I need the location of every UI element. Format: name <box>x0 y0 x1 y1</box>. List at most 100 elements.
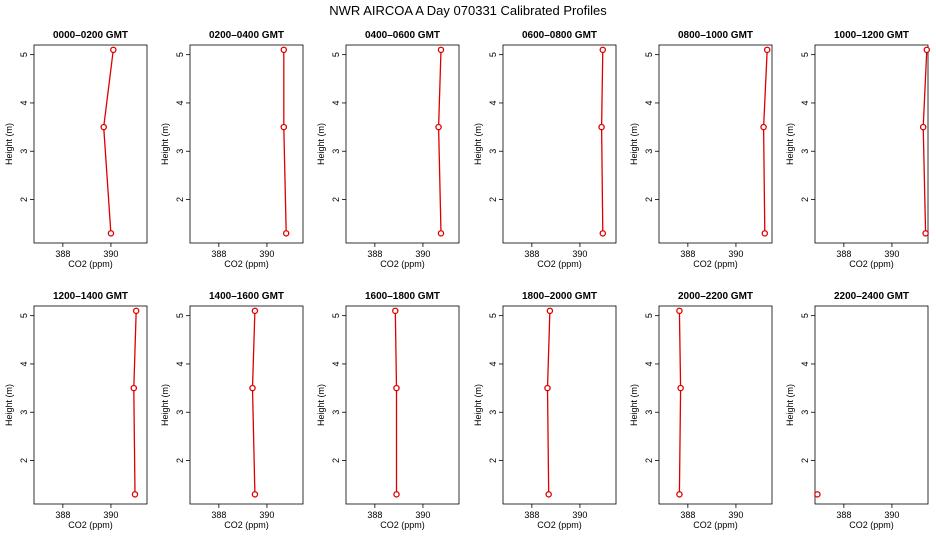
data-point <box>761 230 769 237</box>
y-tick-label: 5 <box>644 52 654 57</box>
series-line <box>922 49 928 234</box>
y-tick-label: 4 <box>800 361 810 366</box>
y-tick-label: 3 <box>19 410 29 415</box>
data-point <box>599 230 607 237</box>
y-tick-label: 4 <box>488 361 498 366</box>
y-tick-label: 3 <box>800 149 810 154</box>
y-tick-label: 4 <box>331 361 341 366</box>
x-tick-label: 388 <box>211 510 226 520</box>
plot-frame <box>814 44 929 244</box>
plot-frame <box>502 44 617 244</box>
y-tick-label: 2 <box>19 458 29 463</box>
x-tick-label: 388 <box>524 510 539 520</box>
panel-11: 2200–2400 GMT 388 390 2 3 4 5 CO2 (ppm) Height (… <box>785 291 929 530</box>
x-axis-label: CO2 (ppm) <box>224 259 269 269</box>
plot-frame <box>33 305 148 505</box>
series-line <box>678 310 682 495</box>
y-axis-label: Height (m) <box>4 123 14 165</box>
plot-frame <box>814 305 929 505</box>
plot-frame <box>189 305 304 505</box>
series-line <box>283 49 287 234</box>
data-point <box>760 123 767 131</box>
y-tick-label: 2 <box>644 458 654 463</box>
y-tick-label: 3 <box>644 410 654 415</box>
data-point <box>251 491 259 498</box>
y-tick-label: 2 <box>800 458 810 463</box>
data-point <box>132 307 140 315</box>
x-tick-label: 390 <box>884 249 899 259</box>
y-tick-label: 5 <box>175 52 185 57</box>
x-tick-label: 388 <box>367 510 382 520</box>
data-point <box>545 491 552 498</box>
x-tick-label: 390 <box>259 249 274 259</box>
x-tick-label: 390 <box>103 510 118 520</box>
y-tick-label: 5 <box>800 313 810 318</box>
x-axis-label: CO2 (ppm) <box>380 259 425 269</box>
y-axis-label: Height (m) <box>629 123 639 165</box>
data-point <box>392 307 399 315</box>
x-tick-label: 390 <box>103 249 118 259</box>
y-tick-label: 4 <box>644 361 654 366</box>
plot-frame <box>502 305 617 505</box>
x-tick-label: 390 <box>415 249 430 259</box>
data-point <box>107 230 115 237</box>
y-tick-label: 2 <box>488 458 498 463</box>
panel-7: 1400–1600 GMT 388 390 2 3 4 5 CO2 (ppm) Height (… <box>160 291 304 530</box>
data-point <box>923 46 931 54</box>
plot-frame <box>658 305 773 505</box>
y-tick-label: 4 <box>175 361 185 366</box>
y-tick-label: 2 <box>800 197 810 202</box>
series-line <box>437 49 442 234</box>
x-axis-label: CO2 (ppm) <box>380 520 425 530</box>
panel-title: 0400–0600 GMT <box>365 30 440 41</box>
data-point <box>130 384 138 392</box>
panel-title: 1400–1600 GMT <box>209 291 284 302</box>
y-axis-label: Height (m) <box>629 384 639 426</box>
panel-title: 2000–2200 GMT <box>678 291 753 302</box>
y-tick-label: 5 <box>331 313 341 318</box>
panel-title: 1200–1400 GMT <box>53 291 128 302</box>
series-line <box>103 49 114 234</box>
panel-title: 0000–0200 GMT <box>53 30 128 41</box>
panel-4: 0800–1000 GMT 388 390 2 3 4 5 CO2 (ppm) Height (… <box>629 30 773 269</box>
y-tick-label: 5 <box>488 52 498 57</box>
y-tick-label: 4 <box>800 100 810 105</box>
x-tick-label: 390 <box>572 510 587 520</box>
y-tick-label: 3 <box>331 410 341 415</box>
data-point <box>282 230 290 237</box>
panel-title: 1000–1200 GMT <box>834 30 909 41</box>
x-tick-label: 388 <box>524 249 539 259</box>
x-tick-label: 388 <box>680 510 695 520</box>
x-tick-label: 390 <box>415 510 430 520</box>
y-tick-label: 4 <box>19 100 29 105</box>
x-tick-label: 390 <box>572 249 587 259</box>
data-point <box>280 46 288 54</box>
data-point <box>919 123 927 131</box>
y-tick-label: 2 <box>175 458 185 463</box>
y-tick-label: 5 <box>644 313 654 318</box>
data-point <box>676 491 683 498</box>
panel-8: 1600–1800 GMT 388 390 2 3 4 5 CO2 (ppm) Height (… <box>316 291 460 530</box>
y-tick-label: 3 <box>644 149 654 154</box>
y-tick-label: 5 <box>19 313 29 318</box>
x-axis-label: CO2 (ppm) <box>537 259 582 269</box>
y-tick-label: 4 <box>331 100 341 105</box>
x-axis-label: CO2 (ppm) <box>537 520 582 530</box>
data-point <box>599 46 607 54</box>
x-tick-label: 388 <box>55 510 70 520</box>
panel-title: 2200–2400 GMT <box>834 291 909 302</box>
y-tick-label: 3 <box>488 410 498 415</box>
panel-9: 1800–2000 GMT 388 390 2 3 4 5 CO2 (ppm) Height (… <box>473 291 617 530</box>
x-tick-label: 390 <box>728 510 743 520</box>
panel-5: 1000–1200 GMT 388 390 2 3 4 5 CO2 (ppm) Height (… <box>785 30 931 269</box>
panel-6: 1200–1400 GMT 388 390 2 3 4 5 CO2 (ppm) Height (… <box>4 291 148 530</box>
data-point <box>249 384 256 392</box>
x-tick-label: 388 <box>211 249 226 259</box>
y-tick-label: 3 <box>331 149 341 154</box>
y-axis-label: Height (m) <box>4 384 14 426</box>
x-axis-label: CO2 (ppm) <box>849 520 894 530</box>
y-tick-label: 5 <box>800 52 810 57</box>
y-axis-label: Height (m) <box>160 123 170 165</box>
y-tick-label: 2 <box>331 458 341 463</box>
